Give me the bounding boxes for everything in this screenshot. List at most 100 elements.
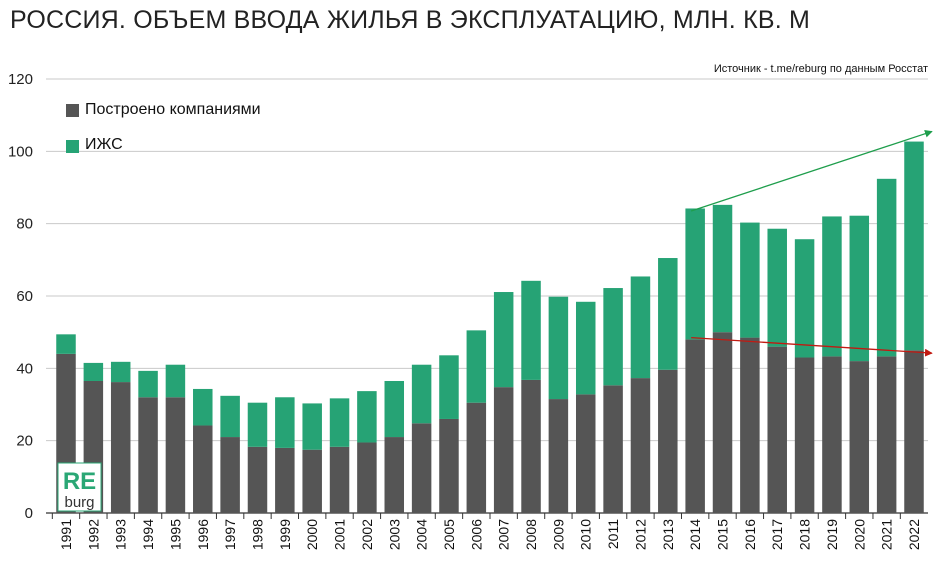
- chart-title: РОССИЯ. ОБЪЕМ ВВОДА ЖИЛЬЯ В ЭКСПЛУАТАЦИЮ…: [10, 6, 811, 34]
- bar-izhs: [411, 364, 432, 424]
- bar-izhs: [357, 391, 377, 443]
- x-axis: 1991 1992 1993 1994 1995 1996 1997 1998 1999 2000…: [51, 513, 922, 550]
- gridlines: [46, 78, 928, 514]
- bar-company: [384, 437, 405, 513]
- x-tick-label: 2021: [879, 519, 895, 550]
- bar-izhs: [302, 403, 322, 450]
- bar-izhs: [220, 395, 240, 438]
- bar-company: [712, 332, 733, 513]
- bar-company: [849, 361, 870, 513]
- x-tick-label: 2007: [496, 519, 512, 550]
- y-tick-label: 60: [16, 288, 33, 305]
- bar-izhs: [658, 258, 678, 370]
- bar-izhs: [247, 402, 268, 447]
- bar-izhs: [548, 296, 569, 400]
- x-tick-label: 2005: [441, 519, 457, 550]
- legend-swatch-company: [66, 104, 79, 117]
- bar-izhs: [603, 288, 623, 386]
- bar-company: [247, 446, 268, 513]
- logo-box: [57, 462, 102, 512]
- x-tick-label: 1995: [167, 519, 183, 550]
- bar-izhs: [329, 398, 350, 447]
- bar-izhs: [193, 388, 213, 426]
- y-tick-label: 20: [16, 433, 33, 450]
- bar-company: [548, 399, 569, 513]
- x-tick-label: 2022: [906, 519, 922, 550]
- legend-swatch-izhs: [66, 140, 79, 153]
- x-tick-label: 1992: [85, 519, 101, 550]
- bar-company: [658, 369, 678, 513]
- bar-company: [138, 397, 158, 513]
- x-tick-label: 2016: [742, 519, 758, 550]
- bar-izhs: [384, 380, 405, 438]
- x-tick-label: 1997: [222, 519, 238, 550]
- legend: Построено компаниями ИЖС: [66, 101, 261, 153]
- bar-izhs: [165, 364, 186, 398]
- bar-izhs: [110, 361, 131, 383]
- y-tick-label: 100: [8, 143, 33, 160]
- bar-company: [822, 356, 842, 513]
- bar-company: [110, 382, 131, 513]
- x-tick-label: 2012: [632, 519, 648, 550]
- bar-company: [767, 346, 787, 513]
- y-tick-label: 0: [25, 505, 33, 522]
- bar-izhs: [466, 330, 487, 403]
- x-tick-label: 2003: [386, 519, 402, 550]
- trend-lines: [690, 129, 933, 357]
- bar-izhs: [794, 239, 815, 358]
- x-tick-label: 1999: [277, 519, 293, 550]
- y-axis: 0 20 40 60 80 100 120: [8, 71, 33, 522]
- x-tick-label: 1993: [113, 519, 129, 550]
- reburg-logo: RE burg: [57, 462, 102, 512]
- bar-izhs: [83, 362, 104, 381]
- bar-company: [740, 337, 760, 513]
- bar-izhs: [767, 228, 787, 347]
- bar-company: [685, 339, 705, 513]
- trend-arrow-up: [690, 129, 933, 212]
- x-tick-label: 2008: [523, 519, 539, 550]
- bar-company: [630, 378, 651, 513]
- x-tick-label: 2020: [851, 519, 867, 550]
- bar-company: [275, 447, 295, 513]
- bar-company: [904, 350, 924, 513]
- x-tick-label: 2013: [660, 519, 676, 550]
- bar-company: [794, 357, 815, 513]
- x-tick-label: 1991: [58, 519, 74, 550]
- bar-izhs: [521, 280, 541, 380]
- bar-izhs: [575, 301, 596, 395]
- bar-izhs: [275, 397, 295, 448]
- y-tick-label: 80: [16, 216, 33, 233]
- source-note: Источник - t.me/reburg по данным Росстат: [714, 63, 928, 75]
- bar-company: [876, 356, 897, 513]
- x-tick-label: 1994: [140, 519, 156, 550]
- bar-company: [220, 437, 240, 513]
- bar-izhs: [439, 355, 459, 419]
- x-tick-label: 2017: [769, 519, 785, 550]
- y-tick-label: 120: [8, 71, 33, 88]
- bar-company: [357, 442, 377, 513]
- bar-company: [439, 418, 459, 513]
- bar-izhs: [712, 204, 733, 333]
- bar-izhs: [904, 141, 924, 351]
- bar-company: [165, 397, 186, 513]
- x-tick-label: 2009: [550, 519, 566, 550]
- bar-izhs: [876, 178, 897, 357]
- logo-text-re: RE: [63, 468, 96, 495]
- bar-izhs: [822, 216, 842, 357]
- bars: [56, 141, 924, 513]
- x-tick-label: 2015: [715, 519, 731, 550]
- bar-izhs: [740, 222, 760, 338]
- bar-izhs: [685, 208, 705, 340]
- x-tick-label: 2018: [797, 519, 813, 550]
- x-tick-label: 2014: [687, 519, 703, 550]
- x-tick-label: 2002: [359, 519, 375, 550]
- bar-company: [329, 446, 350, 513]
- x-tick-label: 1998: [249, 519, 265, 550]
- bar-company: [411, 423, 432, 513]
- bar-company: [603, 385, 623, 513]
- bar-izhs: [56, 334, 76, 354]
- bar-company: [302, 449, 322, 513]
- y-tick-label: 40: [16, 360, 33, 377]
- x-tick-label: 2019: [824, 519, 840, 550]
